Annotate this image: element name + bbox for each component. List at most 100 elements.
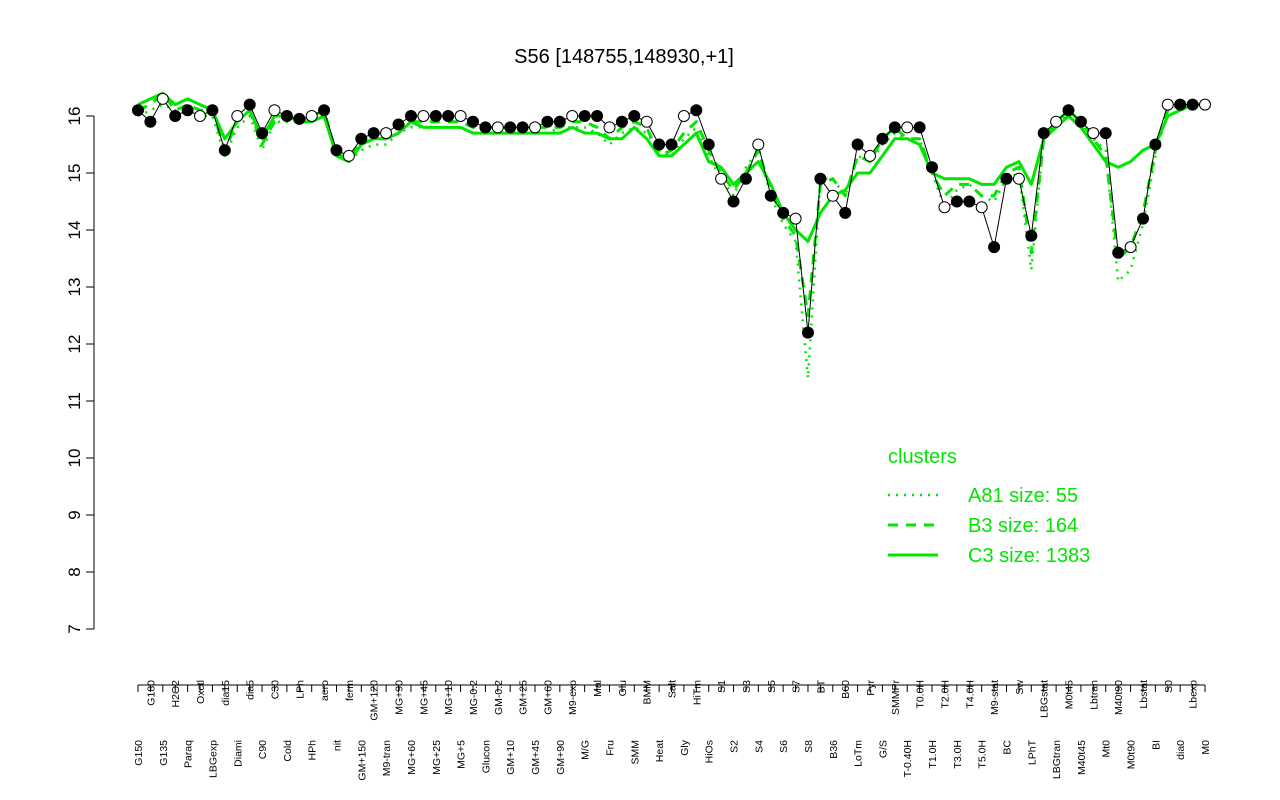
x-tick-label: Oxctl	[195, 680, 207, 704]
data-point	[975, 201, 988, 214]
x-tick-label: B60	[840, 680, 852, 699]
x-tick-label: B36	[828, 740, 840, 759]
data-point	[318, 104, 331, 117]
y-tick-label: 12	[65, 335, 84, 354]
x-tick-label: S0	[1163, 680, 1175, 693]
data-point	[256, 127, 269, 140]
x-tick-label: MG+60	[406, 740, 418, 775]
data-point	[1025, 229, 1038, 242]
data-point	[1012, 172, 1025, 185]
data-point	[529, 121, 541, 134]
data-point	[181, 104, 194, 117]
data-point	[1099, 127, 1112, 140]
data-point	[653, 138, 666, 151]
data-point	[392, 118, 405, 131]
x-tick-label: Gly	[679, 739, 691, 756]
y-tick-label: 14	[65, 221, 84, 240]
x-tick-label: M40t90	[1113, 680, 1125, 715]
x-tick-label: S3	[741, 680, 753, 693]
data-point	[727, 195, 740, 208]
x-tick-label: S1	[716, 680, 728, 693]
x-tick-label: MG-0.2	[468, 680, 480, 715]
x-tick-label: dia0	[1175, 740, 1187, 760]
x-tick-label: M0t45	[1064, 680, 1076, 709]
data-point	[913, 121, 926, 134]
data-point	[1199, 98, 1211, 111]
data-point	[876, 132, 889, 145]
x-tick-label: Heat	[654, 740, 666, 762]
x-tick-label: T4.0H	[964, 680, 976, 709]
y-tick-label: 7	[65, 624, 84, 633]
data-point	[715, 172, 728, 185]
data-point	[541, 115, 554, 128]
data-point	[764, 189, 777, 202]
x-tick-label: Glucon	[480, 740, 492, 773]
x-tick-label: HiTm	[691, 680, 703, 705]
x-tick-label: SMM	[629, 740, 641, 765]
data-point	[380, 127, 393, 140]
x-tick-label: aero	[319, 680, 331, 701]
data-point	[901, 121, 914, 134]
data-point	[926, 161, 938, 174]
x-tick-label: GM+10	[505, 740, 517, 775]
x-tick-label: BI	[1150, 740, 1162, 750]
data-point	[802, 326, 814, 339]
data-point	[752, 138, 765, 151]
x-tick-label: dia5	[245, 680, 257, 700]
x-tick-label: S6	[778, 740, 790, 753]
x-tick-label: dia15	[220, 680, 232, 706]
x-tick-label: Cold	[282, 740, 294, 762]
x-tick-label: S8	[803, 740, 815, 753]
y-tick-label: 11	[65, 392, 84, 410]
x-tick-label: GM+60	[542, 680, 554, 715]
data-point	[1174, 98, 1187, 111]
x-tick-label: Mal	[592, 680, 604, 697]
data-point	[938, 201, 951, 214]
data-point	[491, 121, 504, 134]
x-tick-label: HiOs	[704, 740, 716, 763]
x-tick-label: SMMPr	[890, 680, 902, 716]
x-tick-label: LBGstat	[1039, 680, 1051, 718]
data-point	[156, 92, 169, 105]
x-tick-label: Fru	[604, 740, 616, 756]
data-point	[243, 98, 256, 111]
x-tick-label: C30	[269, 680, 281, 699]
data-point	[702, 138, 715, 151]
data-point	[777, 206, 790, 219]
x-tick-label: ferm	[344, 680, 356, 701]
x-tick-label: LPh	[294, 680, 306, 699]
data-point	[739, 172, 752, 185]
data-point	[417, 110, 430, 122]
x-tick-label: nit	[332, 740, 344, 751]
legend-label: B3 size: 164	[968, 515, 1078, 537]
x-tick-label: M9-stat	[989, 680, 1001, 715]
data-point	[1186, 98, 1199, 111]
x-tick-label: GM+90	[555, 740, 567, 775]
data-point	[218, 144, 231, 157]
x-tick-label: MG+90	[394, 680, 406, 715]
data-point	[603, 121, 616, 134]
x-tick-label: GM-0.2	[493, 680, 505, 715]
data-point	[1000, 172, 1013, 185]
legend-label: C3 size: 1383	[968, 545, 1090, 567]
data-point	[839, 206, 852, 219]
data-point	[1087, 127, 1100, 140]
x-tick-label: HPh	[307, 740, 319, 761]
data-point	[454, 110, 467, 122]
data-point	[888, 121, 901, 134]
x-tick-label: S5	[766, 680, 778, 693]
x-tick-label: M9-exp	[567, 680, 579, 715]
chart-title: S56 [148755,148930,+1]	[514, 46, 734, 68]
x-tick-label: LBGexp	[207, 740, 219, 778]
x-tick-label: GM+120	[369, 680, 381, 721]
x-tick-label: T3.0H	[952, 740, 964, 769]
x-tick-label: T2.0H	[939, 680, 951, 709]
cluster-line-dashed	[137, 91, 1205, 317]
data-point	[442, 110, 455, 122]
x-tick-label: H2O2	[170, 680, 182, 708]
data-point	[851, 138, 864, 151]
data-point	[789, 212, 802, 225]
data-point	[293, 112, 306, 125]
x-tick-label: G135	[158, 740, 170, 766]
